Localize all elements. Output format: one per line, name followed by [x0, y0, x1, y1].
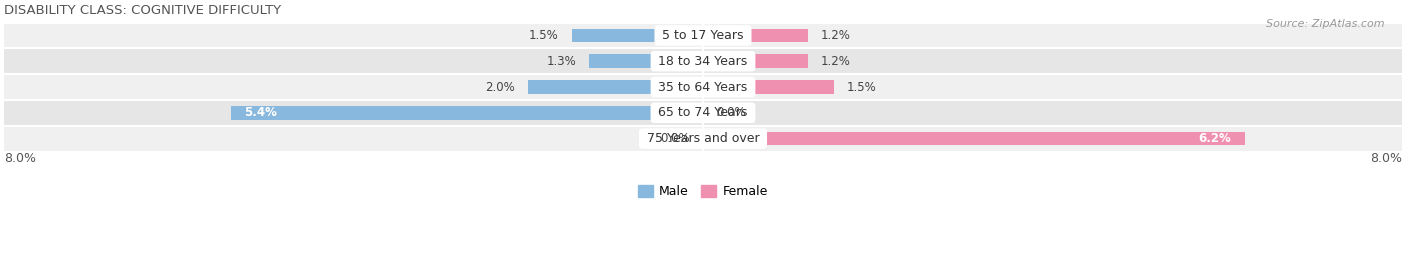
Bar: [589, 55, 703, 68]
Text: 1.5%: 1.5%: [529, 29, 558, 42]
Text: 5.4%: 5.4%: [245, 106, 277, 119]
Text: 35 to 64 Years: 35 to 64 Years: [654, 80, 752, 93]
Text: 1.2%: 1.2%: [821, 55, 851, 68]
Text: 65 to 74 Years: 65 to 74 Years: [654, 106, 752, 119]
Text: 75 Years and over: 75 Years and over: [643, 132, 763, 145]
Text: 8.0%: 8.0%: [4, 151, 37, 164]
Text: 1.5%: 1.5%: [848, 80, 877, 93]
Text: 1.3%: 1.3%: [547, 55, 576, 68]
Bar: [703, 29, 808, 42]
Bar: [4, 74, 1402, 100]
Text: 6.2%: 6.2%: [1199, 132, 1232, 145]
Text: 1.2%: 1.2%: [821, 29, 851, 42]
Bar: [703, 55, 808, 68]
Bar: [4, 22, 1402, 48]
Text: 2.0%: 2.0%: [485, 80, 515, 93]
Bar: [703, 132, 1244, 145]
Bar: [4, 126, 1402, 151]
Text: DISABILITY CLASS: COGNITIVE DIFFICULTY: DISABILITY CLASS: COGNITIVE DIFFICULTY: [4, 4, 281, 17]
Bar: [572, 29, 703, 42]
Text: 18 to 34 Years: 18 to 34 Years: [654, 55, 752, 68]
Bar: [703, 80, 834, 94]
Bar: [4, 100, 1402, 126]
Bar: [232, 106, 703, 120]
Legend: Male, Female: Male, Female: [633, 180, 773, 203]
Text: 0.0%: 0.0%: [716, 106, 745, 119]
Text: Source: ZipAtlas.com: Source: ZipAtlas.com: [1267, 19, 1385, 29]
Text: 8.0%: 8.0%: [1369, 151, 1402, 164]
Text: 5 to 17 Years: 5 to 17 Years: [658, 29, 748, 42]
Bar: [529, 80, 703, 94]
Bar: [4, 48, 1402, 74]
Text: 0.0%: 0.0%: [661, 132, 690, 145]
